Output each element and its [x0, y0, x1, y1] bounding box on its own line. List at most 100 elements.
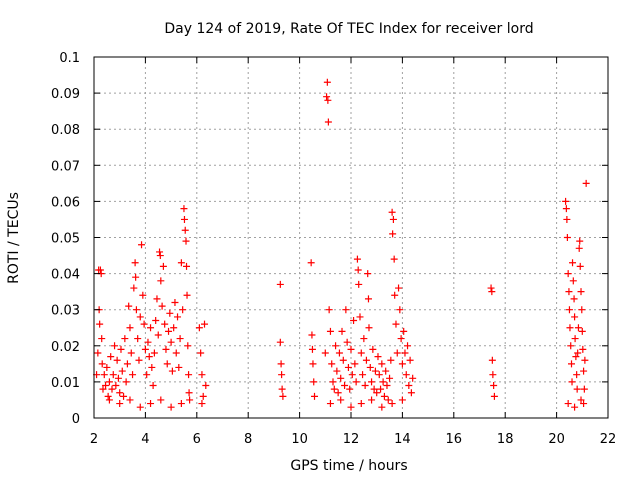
data-point — [388, 208, 396, 216]
data-point — [328, 360, 336, 368]
data-point — [195, 324, 203, 332]
data-point — [343, 338, 351, 346]
data-point — [118, 367, 126, 375]
data-point — [409, 374, 417, 382]
data-points — [93, 78, 590, 411]
data-point — [360, 335, 368, 343]
data-point — [581, 356, 589, 364]
data-point — [332, 342, 340, 350]
data-point — [580, 400, 588, 408]
data-point — [201, 320, 209, 328]
data-point — [147, 400, 155, 408]
data-point — [564, 270, 572, 278]
data-point — [364, 295, 372, 303]
x-tick-label: 12 — [343, 432, 360, 447]
data-point — [563, 215, 571, 223]
data-point — [342, 306, 350, 314]
data-point — [364, 270, 372, 278]
data-point — [352, 378, 360, 386]
data-point — [325, 306, 333, 314]
data-point — [389, 230, 397, 238]
data-point — [368, 396, 376, 404]
data-point — [167, 403, 175, 411]
data-point — [379, 378, 387, 386]
data-point — [129, 371, 137, 379]
data-point — [158, 302, 166, 310]
data-point — [401, 349, 409, 357]
data-point — [341, 382, 349, 390]
data-point — [574, 349, 582, 357]
data-point — [400, 327, 408, 335]
data-point — [375, 371, 383, 379]
data-point — [356, 313, 364, 321]
data-point — [337, 396, 345, 404]
data-point — [126, 396, 134, 404]
data-point — [309, 360, 317, 368]
data-point — [138, 241, 146, 249]
data-point — [370, 385, 378, 393]
data-point — [308, 345, 316, 353]
data-point — [145, 353, 153, 361]
data-point — [122, 378, 130, 386]
data-point — [348, 371, 356, 379]
data-point — [361, 382, 369, 390]
data-point — [569, 259, 577, 267]
data-point — [391, 291, 399, 299]
axis-ticks: 2 4 6 8 10 12 14 16 18 20 22 0 0.01 0.02 0.03 0.04 0.05 0… — [51, 51, 616, 447]
data-point — [330, 385, 338, 393]
data-point — [576, 262, 584, 270]
data-point — [347, 345, 355, 353]
data-point — [279, 392, 287, 400]
data-point — [390, 255, 398, 263]
y-tick-label: 0.09 — [51, 87, 80, 102]
data-point — [382, 367, 390, 375]
data-point — [276, 338, 284, 346]
data-point — [488, 356, 496, 364]
x-tick-label: 18 — [497, 432, 514, 447]
data-point — [103, 363, 111, 371]
data-point — [112, 382, 120, 390]
x-tick-label: 16 — [446, 432, 463, 447]
data-point — [563, 234, 571, 241]
x-tick-label: 2 — [90, 432, 98, 447]
data-point — [344, 363, 352, 371]
data-point — [404, 342, 412, 350]
data-point — [386, 374, 394, 382]
data-point — [96, 266, 104, 274]
data-point — [397, 335, 405, 343]
data-point — [198, 371, 206, 379]
data-point — [574, 324, 582, 332]
data-point — [116, 389, 124, 397]
data-point — [353, 255, 361, 263]
data-point — [339, 356, 347, 364]
data-point — [180, 205, 188, 213]
data-point — [324, 96, 332, 104]
data-point — [383, 382, 391, 390]
x-tick-label: 20 — [548, 432, 565, 447]
data-point — [111, 342, 119, 350]
data-point — [186, 396, 194, 404]
data-point — [578, 327, 586, 335]
data-point — [198, 400, 206, 408]
data-point — [147, 324, 155, 332]
data-point — [202, 382, 210, 390]
data-point — [572, 353, 580, 361]
data-point — [185, 371, 193, 379]
data-point — [141, 345, 149, 353]
data-point — [405, 382, 413, 390]
data-point — [398, 360, 406, 368]
data-point — [132, 306, 140, 314]
data-point — [354, 266, 362, 274]
data-point — [179, 306, 187, 314]
x-tick-label: 10 — [291, 432, 308, 447]
data-point — [197, 349, 205, 357]
data-point — [181, 226, 189, 234]
data-point — [143, 371, 151, 379]
data-point — [368, 378, 376, 386]
data-point — [333, 367, 341, 375]
data-point — [571, 335, 579, 343]
data-point — [323, 78, 331, 86]
data-point — [140, 320, 148, 328]
data-point — [148, 363, 156, 371]
